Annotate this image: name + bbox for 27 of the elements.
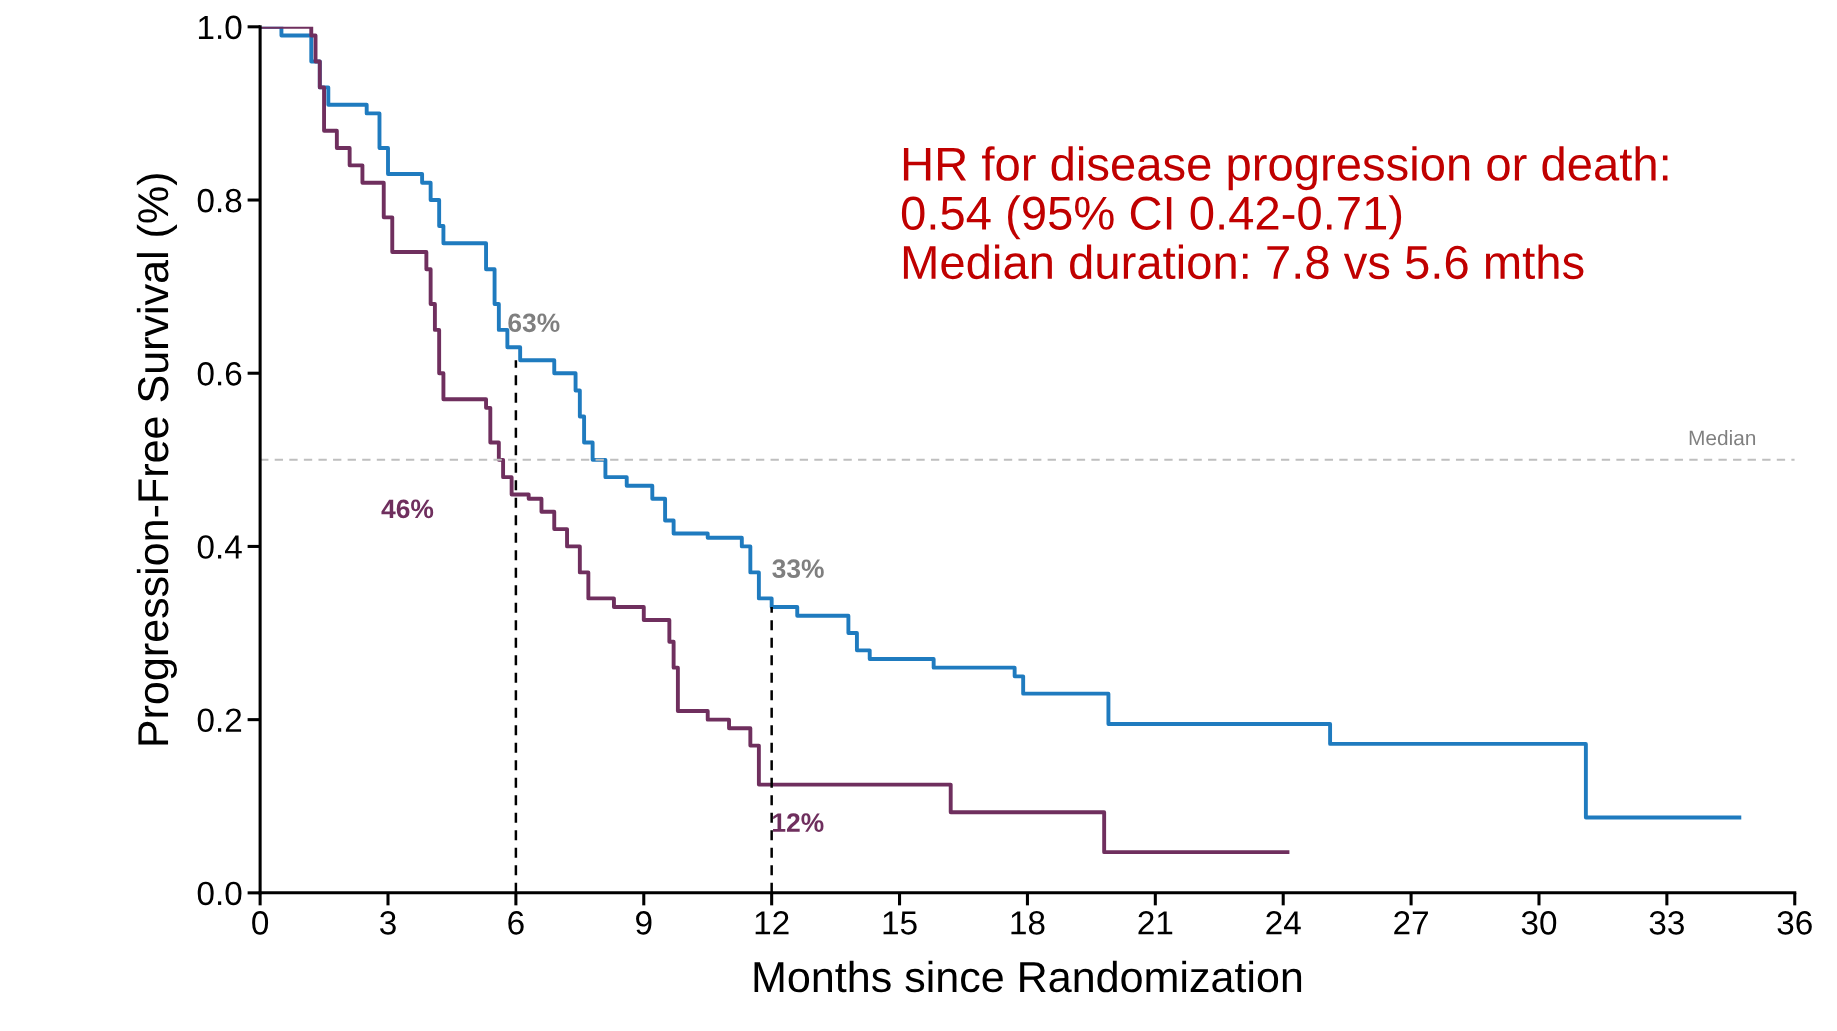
annotation: HR for disease progression or death: 0.54 (95% CI 0.42-0.71) Median duration: 7.8 vs 5.6 mths xyxy=(901,146,1668,280)
y-tick-label: 0.0 xyxy=(197,881,242,906)
annotation: 63% xyxy=(508,313,560,333)
x-tick-label: 3 xyxy=(380,911,396,935)
y-tick-label: 0.4 xyxy=(197,535,242,559)
x-tick-label: 0 xyxy=(252,911,269,935)
x-tick-label: 6 xyxy=(508,911,524,935)
x-tick-label: 36 xyxy=(1777,911,1812,935)
x-tick-label: 27 xyxy=(1394,911,1428,935)
ref-line-label: Median xyxy=(1689,430,1756,446)
y-tick-label: 0.6 xyxy=(197,362,242,386)
annotation: 12% xyxy=(773,813,824,832)
y-tick-label: 0.8 xyxy=(197,188,242,213)
annotation: 33% xyxy=(772,559,824,579)
y-tick-label: 1.0 xyxy=(198,15,242,40)
x-tick-label: 18 xyxy=(1011,911,1045,935)
x-tick-label: 24 xyxy=(1266,911,1301,935)
y-axis-title: Progression-Free Survival (%) xyxy=(136,174,177,745)
y-tick-label: 0.2 xyxy=(197,708,242,733)
x-tick-label: 30 xyxy=(1521,911,1557,935)
x-tick-label: 9 xyxy=(636,911,652,935)
x-tick-label: 21 xyxy=(1138,911,1173,935)
x-tick-label: 33 xyxy=(1649,911,1684,935)
x-tick-label: 12 xyxy=(755,911,789,935)
x-tick-label: 15 xyxy=(883,911,917,935)
annotation: 46% xyxy=(381,499,434,519)
x-axis-title: Months since Randomization xyxy=(754,960,1302,993)
